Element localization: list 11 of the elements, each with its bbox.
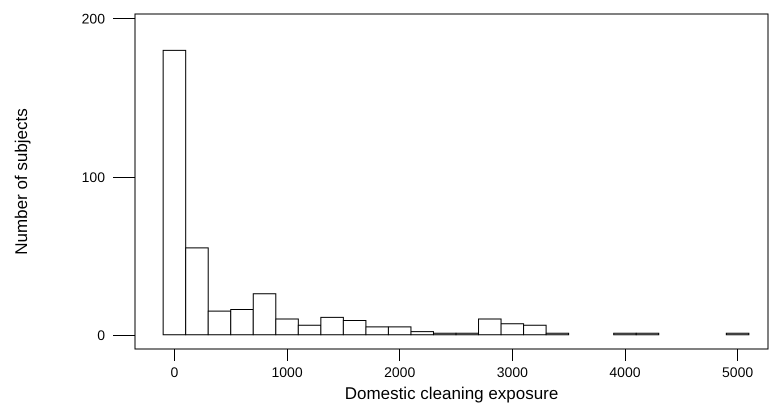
y-axis-title: Number of subjects: [12, 108, 31, 255]
x-tick-label: 5000: [722, 364, 754, 380]
x-tick-label: 0: [170, 364, 179, 380]
x-tick-label: 3000: [496, 364, 528, 380]
y-tick-label: 0: [97, 326, 106, 343]
x-tick-label: 1000: [271, 364, 303, 380]
y-tick-label: 100: [82, 168, 106, 185]
x-axis-title: Domestic cleaning exposure: [344, 384, 558, 403]
x-tick-label: 4000: [609, 364, 641, 380]
x-tick-label: 2000: [384, 364, 416, 380]
y-tick-label: 200: [82, 10, 106, 27]
